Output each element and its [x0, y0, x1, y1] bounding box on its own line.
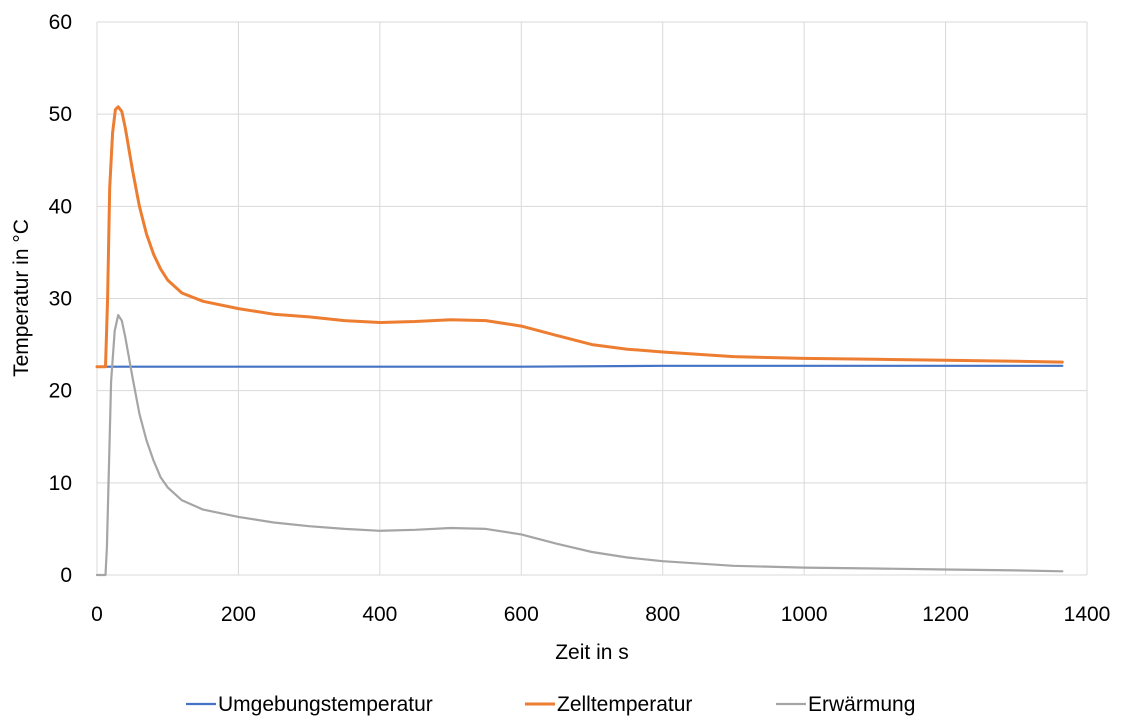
series-line-umgebungstemperatur	[95, 364, 1064, 368]
series-lines	[95, 105, 1064, 577]
legend: Umgebungstemperatur Zelltemperatur Erwärmu…	[186, 693, 915, 716]
legend-label-zelltemperatur: Zelltemperatur	[557, 693, 692, 716]
x-tick-label: 1400	[1064, 603, 1111, 626]
x-tick-labels: 0 200 400 600 800 1000 1200 1400	[91, 603, 1110, 626]
y-tick-labels: 0 10 20 30 40 50 60	[49, 11, 72, 587]
y-tick-label: 10	[49, 472, 72, 495]
y-tick-label: 50	[49, 103, 72, 126]
grid-lines	[96, 21, 1088, 576]
legend-label-erw-rmung: Erwärmung	[808, 693, 915, 716]
y-tick-label: 40	[49, 195, 72, 218]
x-tick-label: 800	[645, 603, 680, 626]
x-tick-label: 600	[504, 603, 539, 626]
y-tick-label: 0	[60, 564, 72, 587]
legend-label-umgebungstemperatur: Umgebungstemperatur	[218, 693, 433, 716]
y-tick-label: 30	[49, 288, 72, 311]
y-axis-title: Temperatur in °C	[10, 219, 33, 377]
y-tick-label: 20	[49, 380, 72, 403]
x-tick-label: 1200	[922, 603, 969, 626]
x-tick-label: 200	[221, 603, 256, 626]
series-line-erw-rmung	[95, 314, 1064, 577]
x-tick-label: 400	[362, 603, 397, 626]
x-tick-label: 1000	[781, 603, 828, 626]
series-line-zelltemperatur	[95, 105, 1064, 369]
y-tick-label: 60	[49, 11, 72, 34]
x-tick-label: 0	[91, 603, 103, 626]
x-axis-title: Zeit in s	[555, 641, 629, 664]
